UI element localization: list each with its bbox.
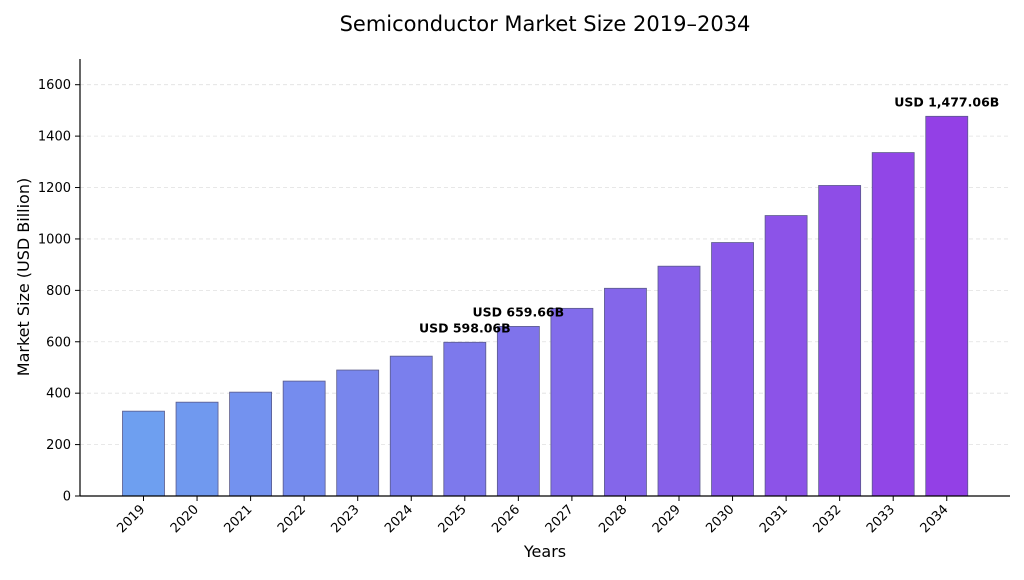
data-label: USD 598.06B (419, 320, 511, 335)
x-tick-label: 2032 (810, 502, 844, 536)
y-tick-label: 600 (46, 335, 71, 350)
x-tick-label: 2021 (221, 502, 255, 536)
bars (122, 115, 969, 497)
x-tick-label: 2020 (168, 502, 202, 536)
chart-title: Semiconductor Market Size 2019–2034 (340, 12, 751, 36)
x-tick-label: 2027 (543, 502, 577, 536)
x-tick-label: 2028 (596, 502, 630, 536)
bar (336, 369, 380, 497)
bar (282, 380, 326, 497)
y-axis-label: Market Size (USD Billion) (14, 178, 33, 376)
y-tick-label: 1600 (38, 78, 71, 93)
data-label: USD 659.66B (473, 304, 565, 319)
x-tick-label: 2033 (864, 502, 898, 536)
bar (175, 401, 219, 497)
x-tick-label: 2034 (918, 502, 952, 536)
bar (229, 391, 273, 497)
x-ticks: 2019 2020 2021 2022 2023 2024 2025 2026 2027 2028… (114, 496, 952, 536)
data-label: USD 1,477.06B (894, 94, 999, 109)
bar (604, 287, 647, 497)
x-tick-label: 2026 (489, 502, 523, 536)
x-tick-label: 2024 (382, 502, 416, 536)
bar (657, 265, 701, 497)
bar (443, 341, 487, 497)
axes (79, 59, 1010, 497)
x-tick-label: 2030 (703, 502, 737, 536)
bar (871, 152, 915, 497)
bar (496, 326, 540, 497)
bar (389, 355, 433, 497)
x-tick-label: 2019 (114, 502, 148, 536)
y-tick-label: 400 (46, 387, 71, 402)
bar (550, 307, 594, 497)
y-tick-label: 1200 (38, 181, 71, 196)
y-tick-label: 1000 (38, 232, 71, 247)
y-tick-label: 800 (46, 284, 71, 299)
y-tick-label: 0 (63, 490, 71, 505)
x-tick-label: 2022 (275, 502, 309, 536)
x-axis-label: Years (523, 542, 566, 561)
y-ticks: 0 200 400 600 800 1000 1200 1400 1600 (38, 78, 80, 505)
x-tick-label: 2029 (650, 502, 684, 536)
grid-lines (80, 84, 1010, 445)
y-tick-label: 1400 (38, 130, 71, 145)
x-tick-label: 2023 (329, 502, 363, 536)
bar (764, 215, 808, 497)
y-tick-label: 200 (46, 438, 71, 453)
bar (925, 115, 969, 497)
bar (122, 410, 165, 497)
x-tick-label: 2025 (436, 502, 470, 536)
bar (818, 185, 862, 497)
x-tick-label: 2031 (757, 502, 791, 536)
bar (711, 242, 754, 497)
